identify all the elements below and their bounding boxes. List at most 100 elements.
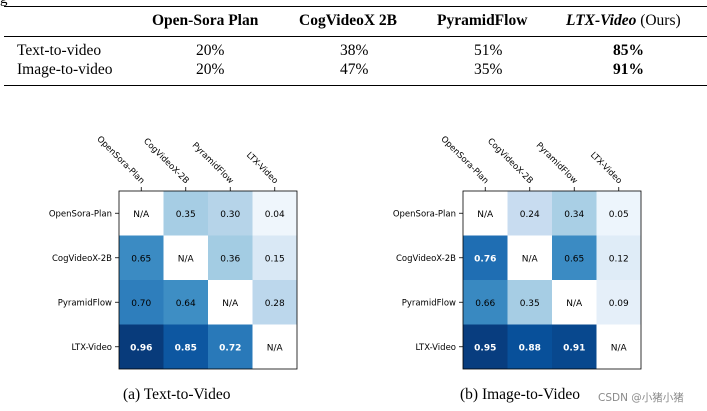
cell-t2v-pyramidflow: 51%: [474, 42, 503, 59]
heatmap-cell-value: 0.05: [609, 210, 629, 220]
cell-t2v-open-sora-plan: 20%: [196, 42, 225, 59]
x-tick-label: PyramidFlow: [534, 141, 580, 187]
x-tick-label: CogVideoX-2B: [141, 137, 191, 187]
cell-i2v-pyramidflow: 35%: [474, 61, 503, 78]
heatmap-cell: [163, 191, 208, 236]
heatmap-cell-value: 0.36: [220, 254, 240, 264]
heatmap-cell-value: 0.76: [474, 254, 496, 264]
caption-image-to-video: (b) Image-to-Video: [460, 386, 581, 403]
heatmap-text-to-video: N/A 0.35 0.30 0.04 0.65 N/A 0.36 0.15 0.70 0.64 N/…: [49, 134, 298, 370]
heatmap-cell: [252, 280, 297, 325]
heatmap-cell-value: 0.64: [176, 299, 196, 309]
heatmap-cell-value: N/A: [267, 343, 284, 353]
y-tick-label: CogVideoX-2B: [52, 254, 112, 264]
cell-i2v-cogvideox: 47%: [340, 61, 369, 78]
heatmap-frame: [118, 190, 298, 370]
heatmap-cell: [596, 324, 641, 369]
heatmap-cell-value: 0.04: [265, 210, 285, 220]
col-header-open-sora-plan: Open-Sora Plan: [152, 12, 259, 29]
heatmap-cell-value: 0.65: [564, 254, 584, 264]
heatmap-cell-value: N/A: [477, 210, 494, 220]
heatmap-cell-value: N/A: [178, 254, 195, 264]
x-tick-label: OpenSora-Plan: [94, 134, 146, 186]
heatmap-image-to-video: N/A 0.24 0.34 0.05 0.76 N/A 0.65 0.12 0.66 0.35 N/…: [393, 134, 642, 370]
heatmap-cell-value: 0.30: [220, 210, 240, 220]
row-label-image-to-video: Image-to-video: [17, 61, 113, 78]
heatmap-cell: [596, 235, 641, 280]
heatmap-cell-value: 0.95: [474, 343, 496, 353]
heatmap-cell-value: 0.12: [609, 254, 629, 264]
x-tick-label: PyramidFlow: [190, 141, 236, 187]
y-tick-label: OpenSora-Plan: [393, 209, 456, 219]
heatmap-cell: [552, 280, 597, 325]
heatmap-cell-value: 0.15: [265, 254, 285, 264]
heatmap-cell: [507, 280, 552, 325]
heatmap-cell: [552, 235, 597, 280]
heatmap-cell-value: 0.91: [563, 343, 585, 353]
x-tick-label: CogVideoX-2B: [485, 137, 535, 187]
cut-off-caption-text: g: [0, 0, 8, 8]
heatmap-cell-value: 0.66: [475, 299, 495, 309]
heatmap-cell: [463, 191, 508, 236]
heatmap-cell: [463, 280, 508, 325]
heatmap-cell-value: 0.09: [609, 299, 629, 309]
table-bottom-rule: [4, 85, 707, 87]
heatmap-cell-value: 0.24: [520, 210, 540, 220]
heatmap-cell: [252, 191, 297, 236]
heatmap-cell: [163, 280, 208, 325]
heatmap-cell: [252, 324, 297, 369]
heatmap-cell: [463, 324, 508, 369]
y-tick-label: LTX-Video: [415, 343, 456, 353]
heatmap-cell: [463, 235, 508, 280]
heatmap-cell-value: 0.28: [265, 299, 285, 309]
table-mid-rule: [4, 36, 707, 37]
heatmap-cell: [119, 324, 164, 369]
heatmap-cell-value: N/A: [566, 299, 583, 309]
heatmap-cell-value: 0.35: [176, 210, 196, 220]
col-header-ltx-video-name: LTX-Video: [566, 12, 637, 29]
y-tick-label: PyramidFlow: [58, 298, 112, 308]
heatmap-cell: [119, 235, 164, 280]
y-tick-label: OpenSora-Plan: [49, 209, 112, 219]
heatmap-cell: [507, 324, 552, 369]
watermark: CSDN @小猪小猪: [598, 392, 684, 404]
heatmap-cell-value: N/A: [522, 254, 539, 264]
heatmap-cell: [596, 191, 641, 236]
heatmap-cell-value: 0.88: [519, 343, 541, 353]
y-tick-label: PyramidFlow: [402, 298, 456, 308]
heatmap-cell-value: 0.72: [219, 343, 241, 353]
heatmap-cell: [552, 191, 597, 236]
heatmap-cell: [208, 280, 253, 325]
heatmap-cell-value: 0.70: [131, 299, 151, 309]
heatmap-frame: [462, 190, 642, 370]
heatmap-cell-value: N/A: [133, 210, 150, 220]
col-header-ours: (Ours): [640, 12, 681, 29]
heatmap-cell: [507, 191, 552, 236]
col-header-pyramidflow: PyramidFlow: [437, 12, 528, 29]
heatmap-cell: [163, 324, 208, 369]
heatmap-cell: [507, 235, 552, 280]
cell-t2v-ltx-video: 85%: [613, 42, 644, 59]
cell-t2v-cogvideox: 38%: [340, 42, 369, 59]
heatmap-cell-value: 0.65: [131, 254, 151, 264]
heatmap-cell: [596, 280, 641, 325]
heatmap-cell-value: 0.35: [520, 299, 540, 309]
heatmap-cell: [552, 324, 597, 369]
heatmap-cell-value: 0.96: [130, 343, 152, 353]
cell-i2v-ltx-video: 91%: [613, 61, 644, 78]
heatmap-cell: [208, 191, 253, 236]
x-tick-label: LTX-Video: [244, 150, 280, 186]
heatmap-cell: [252, 235, 297, 280]
heatmap-cell: [163, 235, 208, 280]
caption-text-to-video: (a) Text-to-Video: [123, 386, 231, 403]
x-tick-label: OpenSora-Plan: [438, 134, 490, 186]
row-label-text-to-video: Text-to-video: [17, 42, 102, 59]
y-tick-label: CogVideoX-2B: [396, 254, 456, 264]
col-header-ltx-video: LTX-Video (Ours): [566, 12, 681, 30]
heatmap-cell-value: N/A: [222, 299, 239, 309]
heatmap-cell: [208, 235, 253, 280]
table-top-rule: [4, 6, 707, 8]
heatmap-cell-value: N/A: [611, 343, 628, 353]
heatmap-cell-value: 0.85: [175, 343, 197, 353]
cell-i2v-open-sora-plan: 20%: [196, 61, 225, 78]
